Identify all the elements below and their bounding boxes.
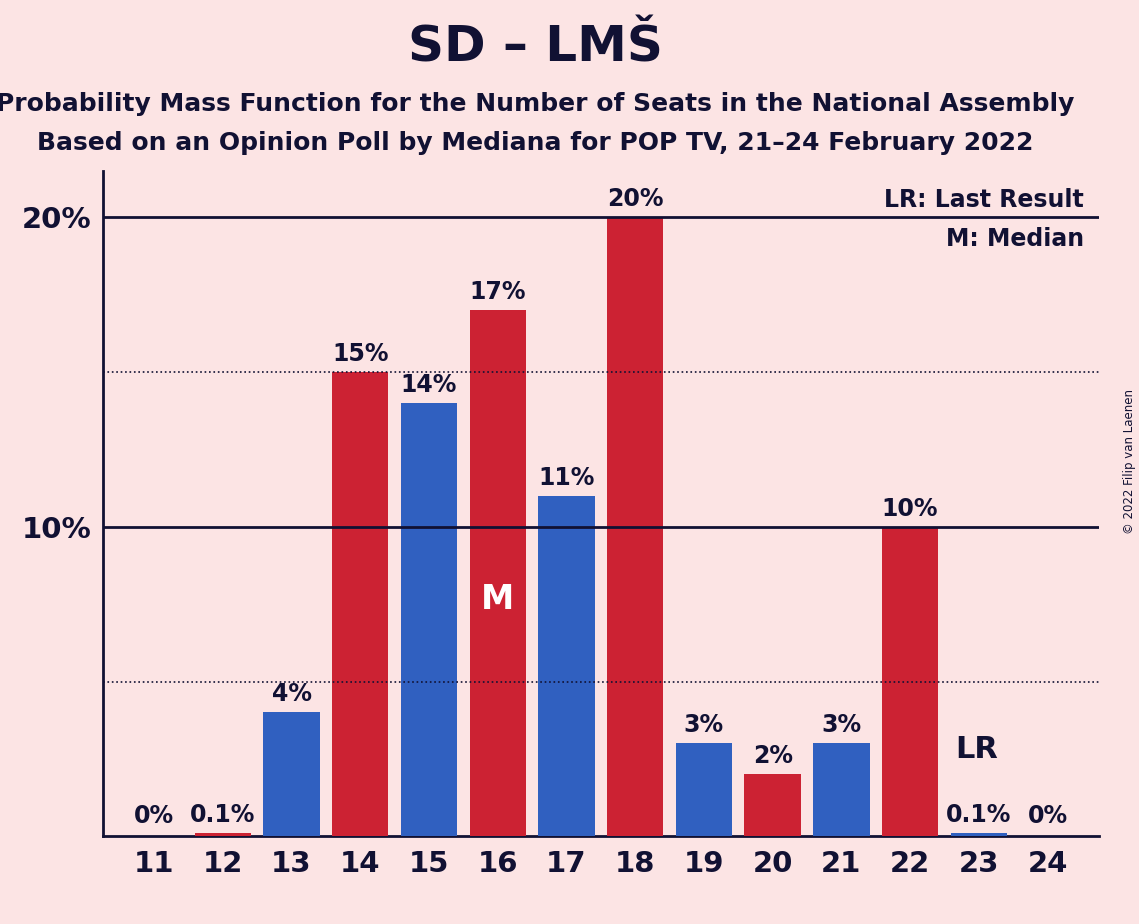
Text: 3%: 3% <box>683 713 724 737</box>
Bar <box>882 527 939 836</box>
Text: LR: LR <box>954 736 998 764</box>
Text: M: Median: M: Median <box>947 227 1084 251</box>
Bar <box>539 496 595 836</box>
Bar <box>675 744 732 836</box>
Text: 10%: 10% <box>882 496 939 520</box>
Bar <box>951 833 1007 836</box>
Text: 0%: 0% <box>1027 805 1067 829</box>
Text: Probability Mass Function for the Number of Seats in the National Assembly: Probability Mass Function for the Number… <box>0 92 1074 116</box>
Bar <box>263 712 320 836</box>
Text: 20%: 20% <box>607 188 663 212</box>
Text: 3%: 3% <box>821 713 861 737</box>
Text: 0%: 0% <box>134 805 174 829</box>
Bar <box>607 217 663 836</box>
Text: SD – LMŠ: SD – LMŠ <box>408 23 663 71</box>
Text: 0.1%: 0.1% <box>190 803 255 827</box>
Text: 11%: 11% <box>539 466 595 490</box>
Text: © 2022 Filip van Laenen: © 2022 Filip van Laenen <box>1123 390 1137 534</box>
Bar <box>813 744 869 836</box>
Bar <box>469 310 526 836</box>
Bar <box>195 833 251 836</box>
Bar <box>333 372 388 836</box>
Text: 15%: 15% <box>331 342 388 366</box>
Bar <box>401 403 457 836</box>
Text: 2%: 2% <box>753 744 793 768</box>
Text: LR: Last Result: LR: Last Result <box>885 188 1084 212</box>
Text: 0.1%: 0.1% <box>947 803 1011 827</box>
Text: 4%: 4% <box>271 682 312 706</box>
Bar <box>745 774 801 836</box>
Text: Based on an Opinion Poll by Mediana for POP TV, 21–24 February 2022: Based on an Opinion Poll by Mediana for … <box>38 131 1033 155</box>
Text: 14%: 14% <box>401 372 457 396</box>
Text: M: M <box>481 583 515 616</box>
Text: 17%: 17% <box>469 280 526 304</box>
